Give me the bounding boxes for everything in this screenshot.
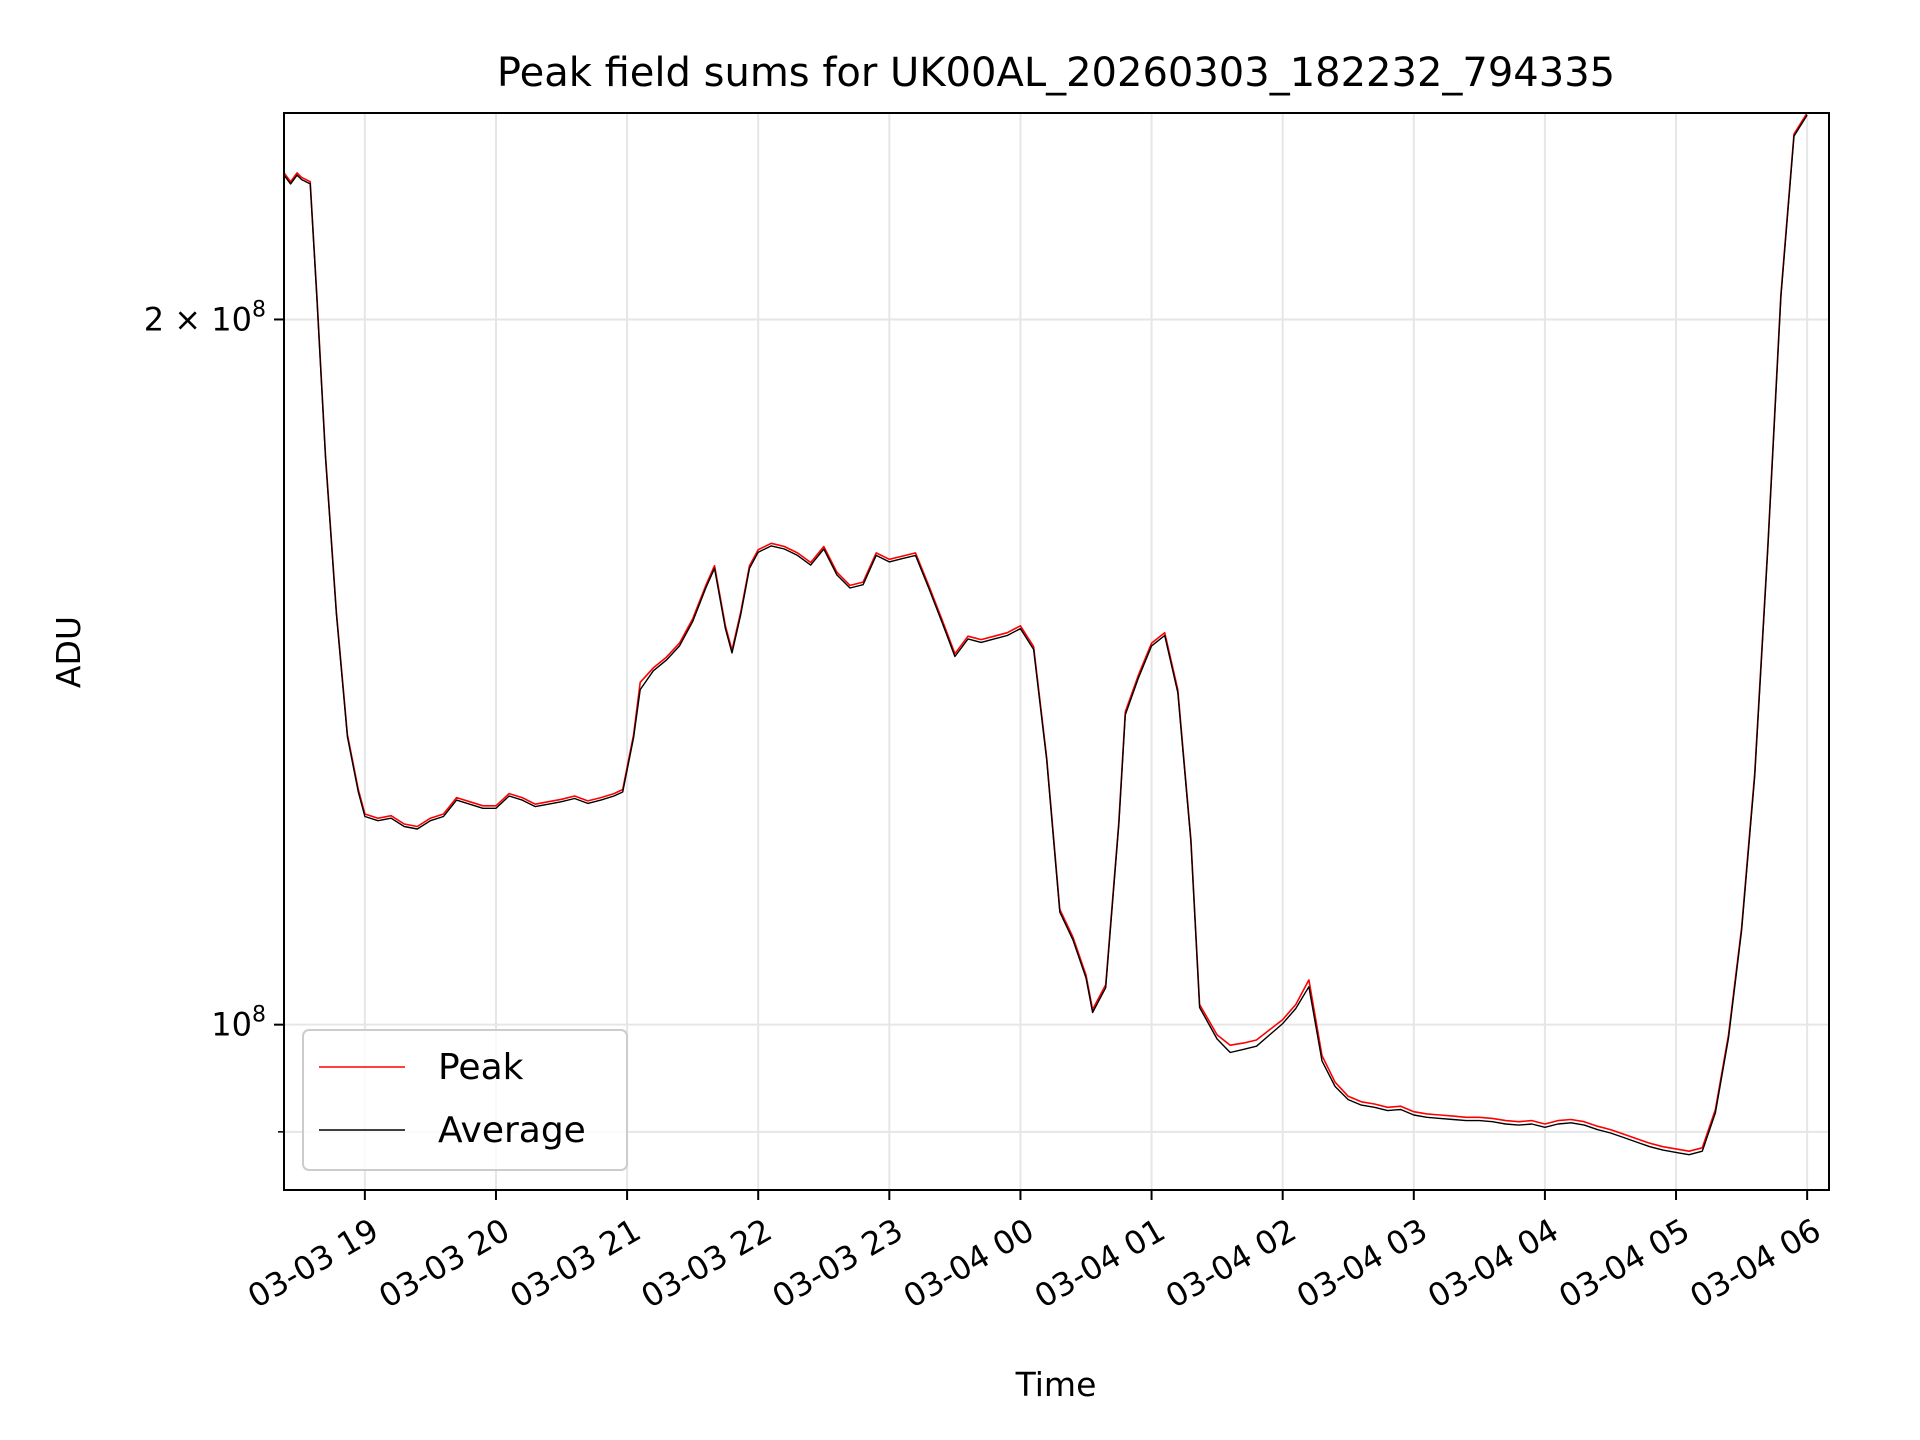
- plot-frame: [283, 112, 1830, 1191]
- series-line-peak: [283, 112, 1808, 1152]
- y-axis: 108 2 × 108: [144, 297, 284, 1133]
- series-lines: [283, 112, 1808, 1156]
- y-tick-label: 108: [211, 1003, 266, 1044]
- series-line-average: [283, 114, 1808, 1156]
- legend: Peak Average: [302, 1029, 628, 1171]
- y-tick-label: 2 × 108: [144, 297, 266, 338]
- chart-title: Peak field sums for UK00AL_20260303_1822…: [497, 50, 1615, 96]
- x-axis-label: Time: [1015, 1365, 1097, 1404]
- grid: [284, 113, 1829, 1190]
- legend-label-peak: Peak: [438, 1047, 524, 1088]
- legend-box: [302, 1029, 628, 1171]
- y-axis-label: ADU: [49, 616, 88, 688]
- legend-label-average: Average: [438, 1110, 586, 1151]
